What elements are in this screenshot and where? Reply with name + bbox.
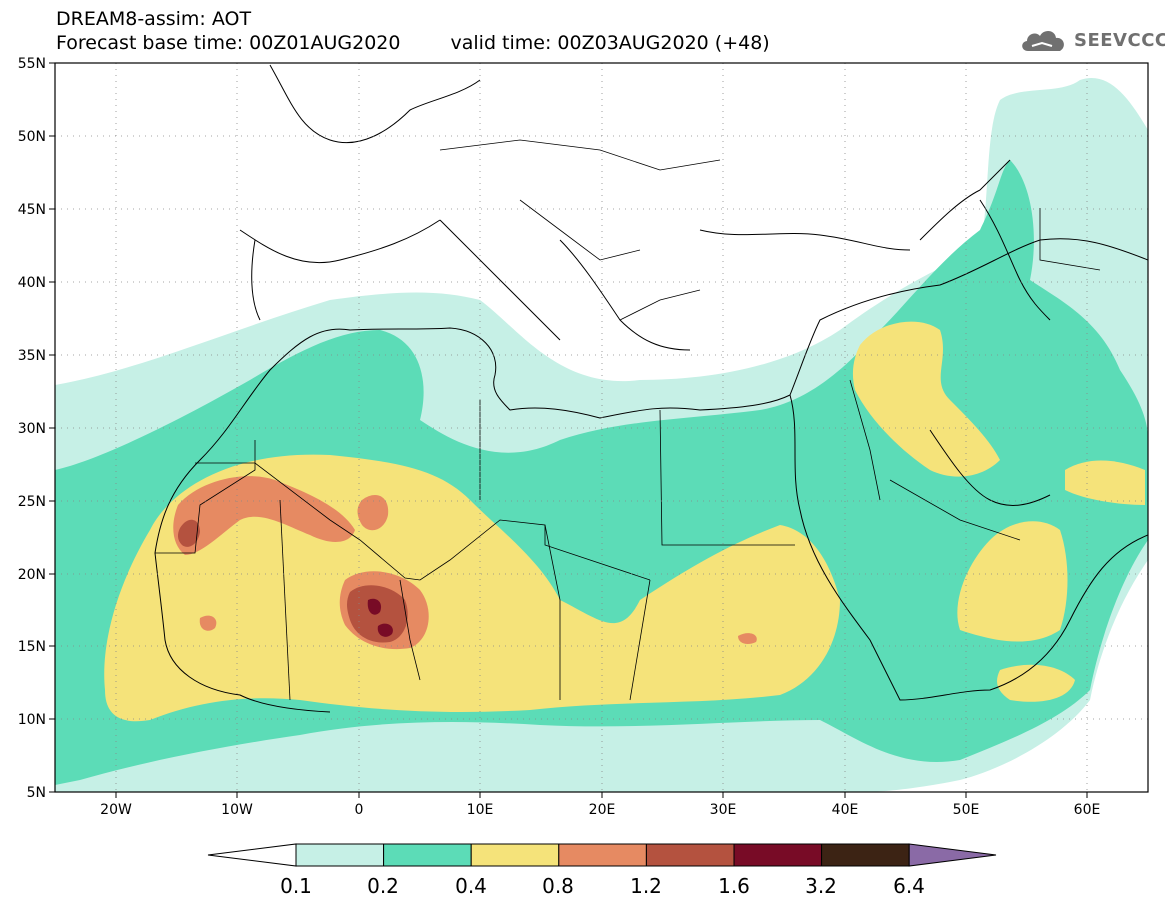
colorbar-boxes — [207, 843, 997, 867]
colorbar-max-triangle — [908, 843, 997, 867]
colorbar-min-triangle — [207, 843, 297, 867]
country-borders — [155, 139, 1101, 701]
colorbar-label: 6.4 — [893, 874, 925, 898]
lat-label: 25N — [18, 494, 46, 510]
lon-label: 40E — [832, 802, 859, 818]
cloud-icon — [1022, 30, 1064, 51]
colorbar-swatch — [821, 843, 910, 867]
lat-label: 35N — [18, 348, 46, 364]
lat-label: 5N — [27, 785, 46, 801]
colorbar-label: 0.4 — [455, 874, 487, 898]
axis-ticks — [49, 62, 1088, 798]
seevccc-logo: SEEVCCC — [1018, 22, 1165, 58]
logo-text: SEEVCCC — [1074, 29, 1165, 51]
lat-label: 30N — [18, 421, 46, 437]
graticule — [55, 63, 1148, 792]
lat-label: 55N — [18, 56, 46, 72]
lat-label: 45N — [18, 202, 46, 218]
lon-label: 50E — [953, 802, 980, 818]
lon-labels: 20W 10W 0 10E 20E 30E 40E 50E 60E — [100, 802, 1100, 818]
lat-label: 20N — [18, 567, 46, 583]
lat-label: 50N — [18, 129, 46, 145]
lat-label: 15N — [18, 639, 46, 655]
colorbar-label: 1.6 — [718, 874, 750, 898]
colorbar-swatch — [558, 843, 647, 867]
colorbar-labels: 0.1 0.2 0.4 0.8 1.2 1.6 3.2 6.4 — [280, 874, 925, 898]
coastlines — [154, 64, 1148, 713]
colorbar-label: 1.2 — [630, 874, 662, 898]
colorbar-label: 0.1 — [280, 874, 312, 898]
lon-label: 20W — [100, 802, 132, 818]
valid-time: valid time: 00Z03AUG2020 (+48) — [450, 32, 770, 54]
lat-labels: 55N 50N 45N 40N 35N 30N 25N 20N 15N 10N … — [18, 56, 46, 801]
lon-label: 30E — [710, 802, 737, 818]
colorbar-swatch — [295, 843, 385, 867]
lon-label: 60E — [1074, 802, 1101, 818]
colorbar-label: 3.2 — [805, 874, 837, 898]
colorbar-swatch — [733, 843, 823, 867]
map-title: DREAM8-assim: AOT — [56, 8, 252, 30]
colorbar-swatch — [470, 843, 560, 867]
aot-band-1-6 — [367, 598, 393, 637]
lon-label: 0 — [355, 802, 364, 818]
lat-label: 10N — [18, 712, 46, 728]
colorbar-swatch — [383, 843, 472, 867]
base-time: Forecast base time: 00Z01AUG2020 — [56, 32, 401, 54]
colorbar-label: 0.8 — [542, 874, 574, 898]
lon-label: 20E — [589, 802, 616, 818]
lon-label: 10E — [467, 802, 494, 818]
colorbar-label: 0.2 — [367, 874, 399, 898]
colorbar-swatch — [645, 843, 735, 867]
lat-label: 40N — [18, 275, 46, 291]
lon-label: 10W — [221, 802, 253, 818]
forecast-times: Forecast base time: 00Z01AUG2020 valid ti… — [56, 32, 770, 54]
